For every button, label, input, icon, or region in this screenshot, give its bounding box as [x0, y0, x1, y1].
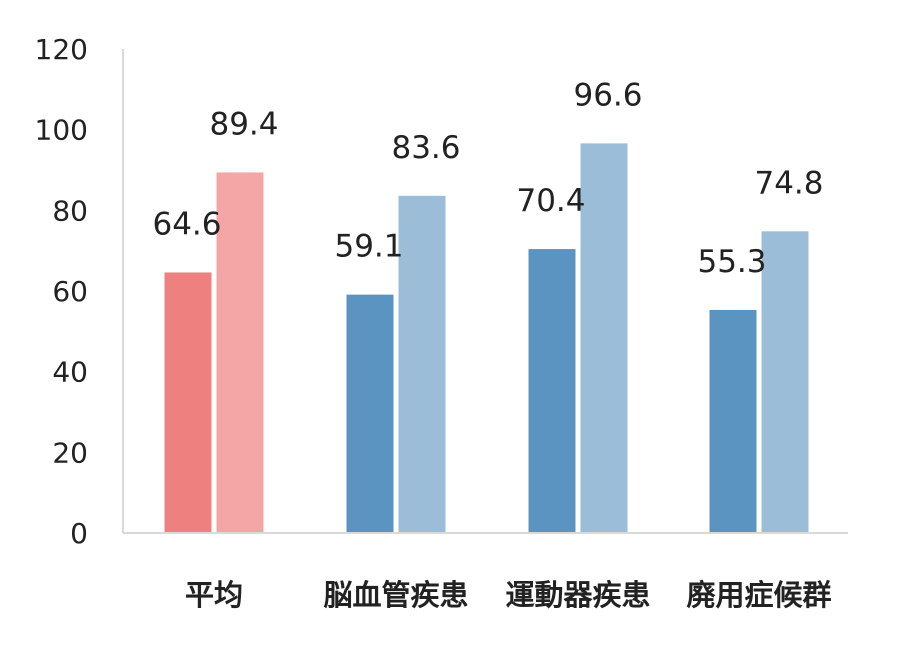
- bar-series2-1: [216, 172, 264, 534]
- data-label: 83.6: [391, 130, 460, 166]
- y-tick-label: 80: [52, 194, 88, 227]
- bar-series2-4: [761, 231, 809, 533]
- data-label: 89.4: [209, 106, 278, 142]
- x-axis: 平均 脳血管疾患 運動器疾患 廃用症候群: [123, 532, 848, 612]
- y-tick-label: 120: [35, 33, 88, 66]
- bar-series2-3: [580, 143, 628, 533]
- x-category-label: 廃用症候群: [686, 578, 831, 612]
- y-tick-label: 40: [52, 356, 88, 389]
- bar-series2-2: [398, 195, 446, 533]
- y-tick-label: 0: [70, 517, 88, 550]
- y-axis: 0 20 40 60 80 100 120: [35, 33, 124, 550]
- data-label: 70.4: [516, 183, 585, 219]
- data-label: 55.3: [697, 244, 766, 280]
- bar-series1-4: [709, 309, 757, 533]
- x-category-label: 脳血管疾患: [323, 578, 468, 612]
- data-label: 74.8: [754, 165, 823, 201]
- data-label: 59.1: [334, 229, 403, 265]
- data-label: 96.6: [573, 77, 642, 113]
- x-category-label: 平均: [185, 578, 243, 612]
- y-tick-label: 100: [35, 114, 88, 147]
- x-category-label: 運動器疾患: [505, 578, 650, 612]
- y-tick-label: 60: [52, 275, 88, 308]
- bar-series1-1: [164, 272, 212, 533]
- data-label: 64.6: [152, 206, 221, 242]
- bar-series1-3: [528, 249, 576, 533]
- bar-series1-2: [346, 294, 394, 533]
- y-tick-label: 20: [52, 436, 88, 469]
- bars: [164, 143, 809, 534]
- data-labels: 64.6 89.4 59.1 83.6 70.4 96.6 55.3 74.8: [152, 77, 823, 280]
